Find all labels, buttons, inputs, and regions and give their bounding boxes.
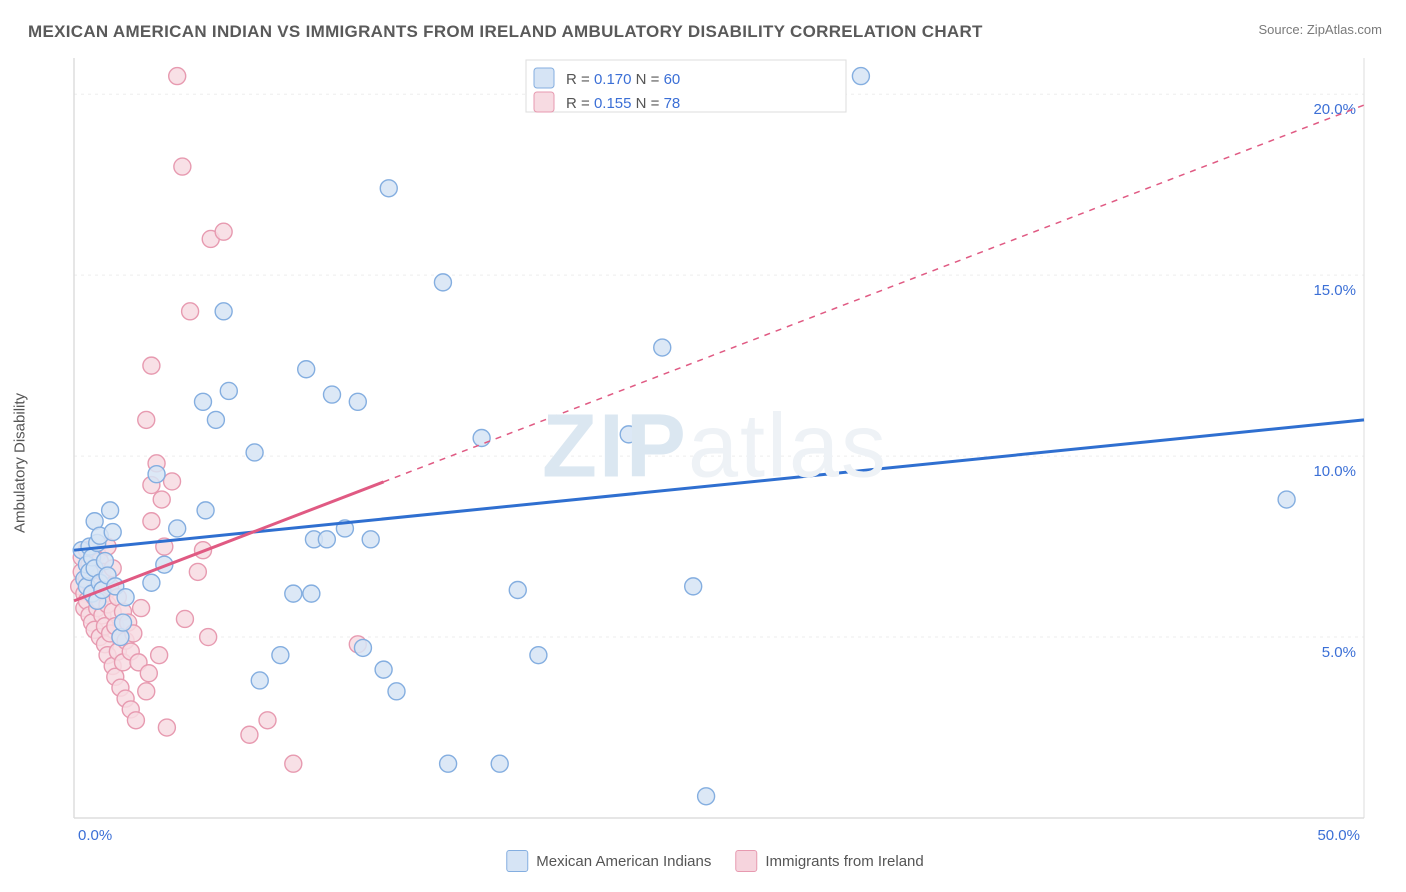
legend-item: Mexican American Indians bbox=[506, 850, 711, 872]
svg-text:0.0%: 0.0% bbox=[78, 827, 112, 844]
source-label: Source: bbox=[1258, 22, 1306, 37]
svg-text:15.0%: 15.0% bbox=[1313, 282, 1356, 299]
scatter-plot: 5.0% 10.0% 15.0% 20.0% 0.0% 50.0% R = 0.170 N … bbox=[50, 58, 1380, 868]
chart-area: Ambulatory Disability ZIPatlas 5.0%10.0%… bbox=[50, 58, 1380, 868]
legend-label: Mexican American Indians bbox=[536, 853, 711, 870]
series-legend: Mexican American Indians Immigrants from… bbox=[506, 850, 923, 872]
legend-swatch-icon bbox=[735, 850, 757, 872]
svg-text:R = 0.170 N = 60: R = 0.170 N = 60 bbox=[566, 71, 680, 88]
svg-text:R = 0.155 N = 78: R = 0.155 N = 78 bbox=[566, 95, 680, 112]
svg-text:10.0%: 10.0% bbox=[1313, 463, 1356, 480]
source-attribution: Source: ZipAtlas.com bbox=[1258, 22, 1382, 37]
page-title: MEXICAN AMERICAN INDIAN VS IMMIGRANTS FR… bbox=[28, 22, 983, 41]
svg-text:50.0%: 50.0% bbox=[1317, 827, 1360, 844]
legend-item: Immigrants from Ireland bbox=[735, 850, 923, 872]
svg-text:5.0%: 5.0% bbox=[1322, 644, 1356, 661]
source-name: ZipAtlas.com bbox=[1307, 22, 1382, 37]
legend-swatch-icon bbox=[506, 850, 528, 872]
y-axis-label: Ambulatory Disability bbox=[12, 393, 29, 533]
svg-text:20.0%: 20.0% bbox=[1313, 101, 1356, 118]
legend-label: Immigrants from Ireland bbox=[765, 853, 923, 870]
